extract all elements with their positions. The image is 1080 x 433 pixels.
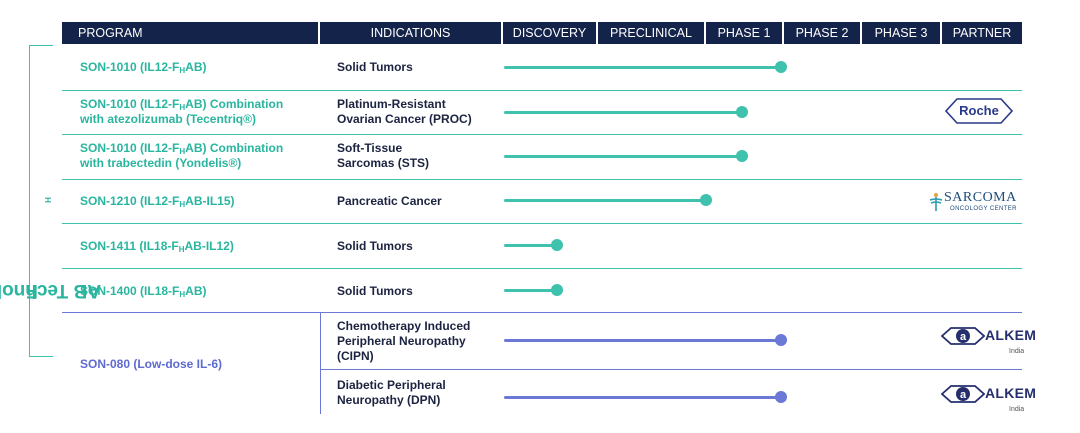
row-divider [320,369,1022,370]
header-program: PROGRAM [62,22,318,44]
indication-name: Chemotherapy Induced Peripheral Neuropat… [337,319,471,363]
progress-marker [551,239,563,251]
progress-marker [551,284,563,296]
row-divider [62,90,1022,91]
technology-group-bracket [29,45,53,357]
header-partner: PARTNER [942,22,1022,44]
pipeline-header: PROGRAM INDICATIONS DISCOVERY PRECLINICA… [62,22,1022,44]
program-name: SON-1010 (IL12-FHAB) [80,60,207,75]
indication-name: Diabetic Peripheral Neuropathy (DPN) [337,378,446,407]
indication-name: Pancreatic Cancer [337,194,442,208]
program-name: SON-1400 (IL18-FHAB) [80,284,207,299]
row-divider [62,312,1022,313]
sarcoma-oncology-center-logo: SARCOMA ONCOLOGY CENTER [928,190,1033,216]
progress-marker [736,106,748,118]
sarcoma-emblem-icon [929,193,943,211]
progress-bar [504,289,556,292]
header-phase2: PHASE 2 [784,22,860,44]
progress-bar [504,339,780,342]
progress-marker [700,194,712,206]
row-divider [62,268,1022,269]
header-discovery: DISCOVERY [503,22,596,44]
row-divider [62,179,1022,180]
program-name: SON-1411 (IL18-FHAB-IL12) [80,239,234,254]
indication-name: Solid Tumors [337,60,413,74]
alkem-logo: a ALKEM India [941,326,1041,360]
program-name: SON-080 (Low-dose IL-6) [80,357,223,371]
program-name: SON-1010 (IL12-FHAB) Combination with ate… [80,97,284,126]
progress-marker [775,334,787,346]
header-phase3: PHASE 3 [862,22,940,44]
progress-bar [504,111,741,114]
header-phase1: PHASE 1 [706,22,782,44]
progress-bar [504,155,741,158]
alkem-emblem-icon: a [941,385,985,403]
indication-name: Solid Tumors [337,239,413,253]
progress-bar [504,244,556,247]
row-divider [62,134,1022,135]
svg-text:a: a [960,389,967,401]
indication-name: Platinum-Resistant Ovarian Cancer (PROC) [337,97,472,126]
indication-name: Soft-Tissue Sarcomas (STS) [337,141,430,170]
progress-marker [775,391,787,403]
program-name: SON-1210 (IL12-FHAB-IL15) [80,194,235,209]
son080-column-divider [320,313,321,414]
program-name: SON-1010 (IL12-FHAB) Combination with tra… [80,141,284,170]
roche-logo: Roche [945,98,1013,124]
progress-marker [775,61,787,73]
header-preclinical: PRECLINICAL [598,22,704,44]
svg-text:a: a [960,331,967,343]
progress-bar [504,66,780,69]
progress-bar [504,199,705,202]
alkem-logo: a ALKEM India [941,384,1041,418]
alkem-emblem-icon: a [941,327,985,345]
progress-bar [504,396,780,399]
progress-marker [736,150,748,162]
header-indications: INDICATIONS [320,22,501,44]
row-divider [62,223,1022,224]
indication-name: Solid Tumors [337,284,413,298]
